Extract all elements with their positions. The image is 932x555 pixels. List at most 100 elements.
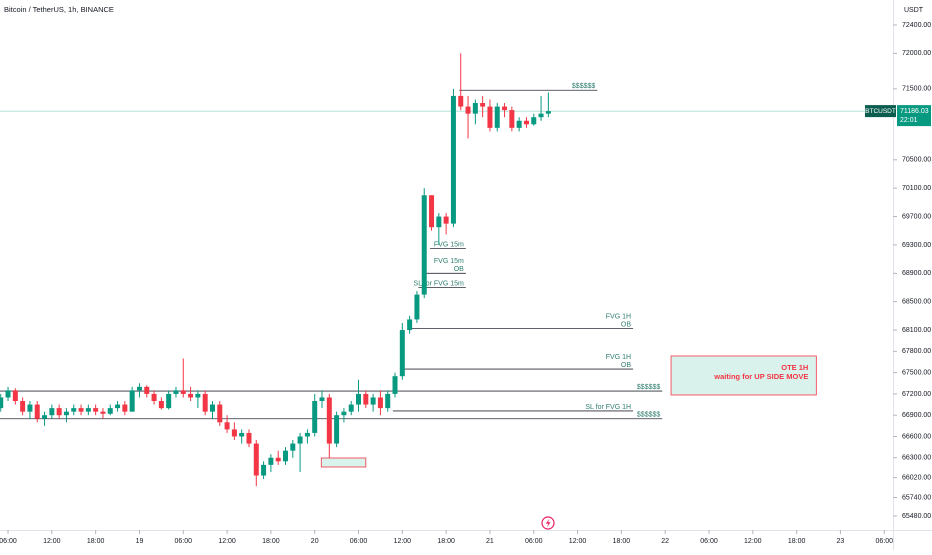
candle-body [487,106,493,128]
x-tick-label: 06:00 [700,538,718,545]
candle-body [443,216,449,224]
candle-body [0,397,4,409]
candle-body [341,411,347,416]
candle-body [107,408,113,414]
x-tick-label: 21 [486,538,494,545]
y-tick-label: 67500.00 [902,369,931,376]
level-label: FVG 15m [434,258,464,265]
x-tick-label: 06:00 [875,538,893,545]
candle-body [465,106,471,114]
level-label: OB [621,362,631,369]
candle-body [523,120,529,125]
y-tick-label: 68500.00 [902,299,931,306]
candle-body [450,95,456,224]
candle-body [78,408,84,412]
candle-body [290,443,296,451]
candle-body [71,408,77,412]
x-tick-label: 12:00 [394,538,412,545]
candle-body [385,393,391,409]
candle-body [516,120,522,128]
candle-body [509,110,515,128]
last-price-label: 71186.03 [900,108,929,115]
x-tick-label: 18:00 [87,538,105,545]
y-tick-label: 68100.00 [902,327,931,334]
level-label: $$$$$$ [637,412,660,419]
candle-body [12,390,18,402]
candle-body [231,429,237,437]
candle-body [158,401,164,409]
zone-box [320,457,367,468]
candle-body [334,415,340,444]
candle-body [297,436,303,444]
y-tick-label: 67800.00 [902,348,931,355]
candle-body [414,294,420,320]
y-tick-label: 69300.00 [902,242,931,249]
candle-body [27,404,33,412]
zone-box [670,355,817,396]
x-tick-label: 06:00 [525,538,543,545]
candle-body [356,393,362,405]
symbol-label: BTCUSDT [865,108,896,115]
candle-body [85,408,91,412]
lightning-icon[interactable] [541,516,555,530]
candle-body [188,393,194,398]
y-tick-label: 69700.00 [902,213,931,220]
candle-body [429,195,435,228]
candle-body [166,393,172,409]
x-tick-label: 06:00 [175,538,193,545]
candle-body [392,376,398,394]
x-tick-label: 19 [136,538,144,545]
candle-body [421,195,427,295]
candle-body [224,422,230,430]
candle-body [20,401,26,412]
candle-body [209,404,215,412]
candle-body [173,390,179,394]
y-tick-label: 66600.00 [902,433,931,440]
candle-body [304,432,310,437]
level-label: $$$$$$ [637,384,660,391]
candle-body [319,397,325,402]
x-tick-label: 22 [661,538,669,545]
candle-body [348,404,354,412]
level-label: FVG 1H [606,313,631,320]
candle-body [502,106,508,111]
candle-body [494,106,500,128]
y-tick-label: 65480.00 [902,513,931,520]
candle-body [195,393,201,398]
candle-body [480,103,486,107]
candle-body [151,393,157,402]
candle-body [144,386,150,394]
y-tick-label: 67200.00 [902,391,931,398]
x-tick-label: 20 [311,538,319,545]
level-label: FVG 15m [434,241,464,248]
price-badge [897,105,931,127]
x-tick-label: 12:00 [744,538,762,545]
candle-body [202,393,208,412]
candle-body [399,330,405,377]
candle-body [129,390,135,412]
candle-body [538,113,544,118]
currency-label: USDT [904,7,924,14]
x-tick-label: 23 [837,538,845,545]
x-tick-label: 06:00 [0,538,17,545]
candle-body [49,408,55,416]
candle-body [246,432,252,444]
chart-title: Bitcoin / TetherUS, 1h, BINANCE [4,5,114,14]
candle-body [436,216,442,228]
y-tick-label: 72000.00 [902,50,931,57]
candle-body [312,401,318,433]
candle-body [63,411,69,416]
x-tick-label: 12:00 [218,538,236,545]
y-tick-label: 70100.00 [902,185,931,192]
candle-body [56,408,62,416]
y-tick-label: 65740.00 [902,494,931,501]
candle-body [253,443,259,476]
candle-body [275,457,281,462]
candle-body [217,404,223,423]
x-tick-label: 18:00 [788,538,806,545]
x-tick-label: 18:00 [262,538,280,545]
candle-body [326,397,332,444]
